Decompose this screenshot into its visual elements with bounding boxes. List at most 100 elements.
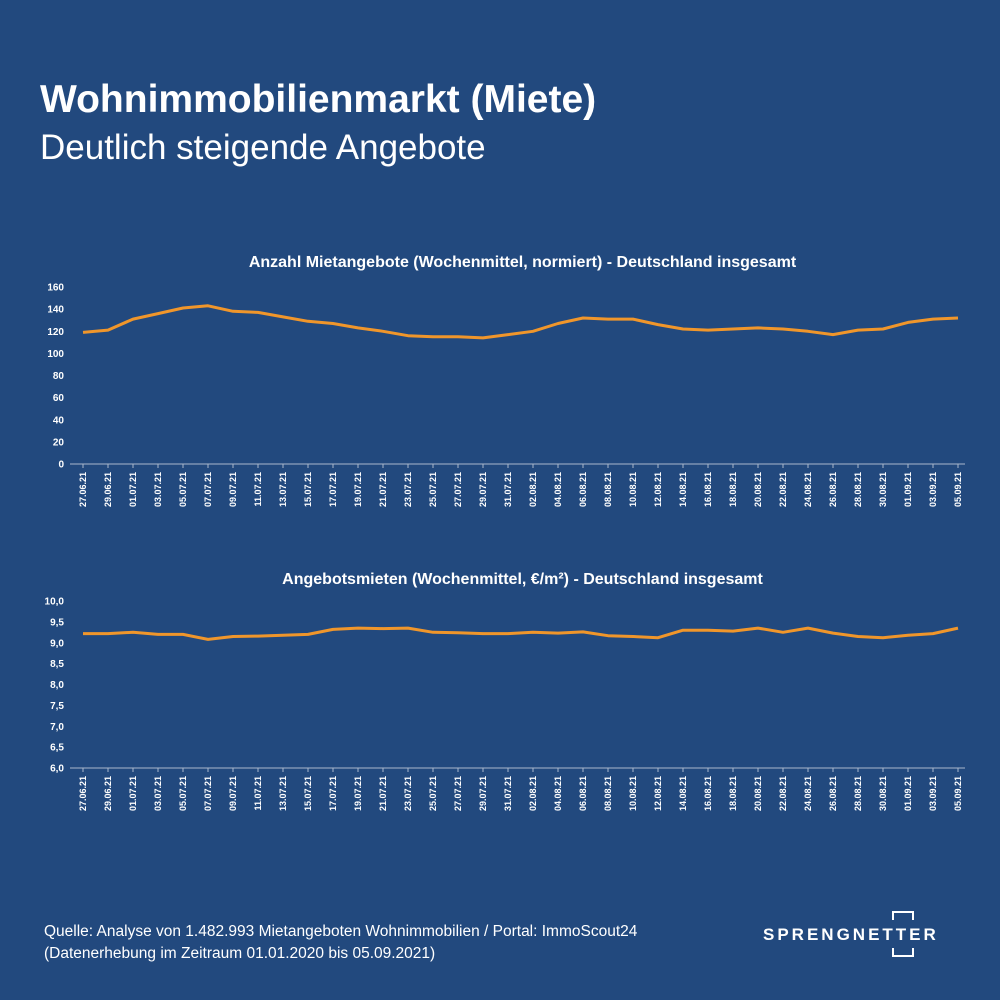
x-tick-label: 23.07.21 bbox=[403, 776, 413, 811]
logo-bracket bbox=[892, 948, 914, 957]
x-tick-label: 03.07.21 bbox=[153, 776, 163, 811]
y-tick-label: 140 bbox=[47, 305, 64, 316]
x-tick-label: 14.08.21 bbox=[678, 776, 688, 811]
x-tick-label: 03.07.21 bbox=[153, 472, 163, 507]
source: Quelle: Analyse von 1.482.993 Mietangebo… bbox=[44, 923, 638, 940]
y-tick-label: 9,0 bbox=[50, 638, 64, 649]
x-tick-label: 15.07.21 bbox=[303, 776, 313, 811]
x-tick-label: 06.08.21 bbox=[578, 776, 588, 811]
logo: SPRENGNETTER bbox=[763, 925, 939, 944]
y-tick-label: 8,0 bbox=[50, 680, 64, 691]
x-tick-label: 01.09.21 bbox=[903, 776, 913, 811]
y-tick-label: 7,5 bbox=[50, 701, 64, 712]
x-tick-label: 20.08.21 bbox=[753, 776, 763, 811]
x-tick-label: 10.08.21 bbox=[628, 472, 638, 507]
y-tick-label: 100 bbox=[47, 349, 64, 360]
x-tick-label: 12.08.21 bbox=[653, 776, 663, 811]
x-tick-label: 02.08.21 bbox=[528, 776, 538, 811]
x-tick-label: 04.08.21 bbox=[553, 776, 563, 811]
x-tick-label: 08.08.21 bbox=[603, 776, 613, 811]
x-tick-label: 01.07.21 bbox=[128, 472, 138, 507]
x-tick-label: 27.06.21 bbox=[78, 776, 88, 811]
x-tick-label: 30.08.21 bbox=[878, 776, 888, 811]
x-tick-label: 15.07.21 bbox=[303, 472, 313, 507]
x-tick-label: 16.08.21 bbox=[703, 472, 713, 507]
x-tick-label: 26.08.21 bbox=[828, 472, 838, 507]
x-tick-label: 14.08.21 bbox=[678, 472, 688, 507]
x-tick-label: 18.08.21 bbox=[728, 776, 738, 811]
x-tick-label: 31.07.21 bbox=[503, 776, 513, 811]
x-tick-label: 25.07.21 bbox=[428, 472, 438, 507]
x-tick-label: 13.07.21 bbox=[278, 776, 288, 811]
x-tick-label: 05.09.21 bbox=[953, 776, 963, 811]
x-tick-label: 03.09.21 bbox=[928, 472, 938, 507]
y-tick-label: 60 bbox=[53, 393, 65, 404]
x-tick-label: 27.06.21 bbox=[78, 472, 88, 507]
chart-title: Anzahl Mietangebote (Wochenmittel, normi… bbox=[249, 254, 797, 271]
x-tick-label: 09.07.21 bbox=[228, 472, 238, 507]
x-tick-label: 27.07.21 bbox=[453, 776, 463, 811]
y-tick-label: 6,5 bbox=[50, 743, 64, 754]
y-tick-label: 20 bbox=[53, 437, 65, 448]
y-tick-label: 0 bbox=[58, 460, 64, 471]
x-tick-label: 27.07.21 bbox=[453, 472, 463, 507]
x-tick-label: 10.08.21 bbox=[628, 776, 638, 811]
x-tick-label: 02.08.21 bbox=[528, 472, 538, 507]
x-tick-label: 25.07.21 bbox=[428, 776, 438, 811]
x-tick-label: 31.07.21 bbox=[503, 472, 513, 507]
line bbox=[82, 304, 959, 340]
x-tick-label: 05.07.21 bbox=[178, 776, 188, 811]
chart-title: Angebotsmieten (Wochenmittel, €/m²) - De… bbox=[282, 571, 763, 588]
x-tick-label: 28.08.21 bbox=[853, 472, 863, 507]
x-tick-label: 22.08.21 bbox=[778, 472, 788, 507]
y-tick-label: 80 bbox=[53, 371, 65, 382]
x-tick-label: 24.08.21 bbox=[803, 776, 813, 811]
x-tick-label: 23.07.21 bbox=[403, 472, 413, 507]
x-tick-label: 29.06.21 bbox=[103, 776, 113, 811]
line bbox=[83, 626, 959, 641]
title: Wohnimmobilienmarkt (Miete) bbox=[40, 78, 596, 121]
x-tick-label: 17.07.21 bbox=[328, 472, 338, 507]
y-tick-label: 8,5 bbox=[50, 659, 64, 670]
x-tick-label: 05.07.21 bbox=[178, 472, 188, 507]
x-tick-label: 29.06.21 bbox=[103, 472, 113, 507]
x-tick-label: 30.08.21 bbox=[878, 472, 888, 507]
y-tick-label: 120 bbox=[47, 327, 64, 338]
x-tick-label: 11.07.21 bbox=[253, 472, 263, 507]
x-tick-label: 22.08.21 bbox=[778, 776, 788, 811]
y-tick-label: 160 bbox=[47, 283, 64, 294]
x-tick-label: 07.07.21 bbox=[203, 776, 213, 811]
x-tick-label: 28.08.21 bbox=[853, 776, 863, 811]
x-tick-label: 05.09.21 bbox=[953, 472, 963, 507]
x-tick-label: 13.07.21 bbox=[278, 472, 288, 507]
x-tick-label: 07.07.21 bbox=[203, 472, 213, 507]
x-tick-label: 24.08.21 bbox=[803, 472, 813, 507]
x-tick-label: 17.07.21 bbox=[328, 776, 338, 811]
x-tick-label: 29.07.21 bbox=[478, 472, 488, 507]
x-tick-label: 16.08.21 bbox=[703, 776, 713, 811]
x-tick-label: 06.08.21 bbox=[578, 472, 588, 507]
x-tick-label: 20.08.21 bbox=[753, 472, 763, 507]
y-tick-label: 40 bbox=[53, 415, 65, 426]
x-tick-label: 01.07.21 bbox=[128, 776, 138, 811]
x-tick-label: 29.07.21 bbox=[478, 776, 488, 811]
x-tick-label: 09.07.21 bbox=[228, 776, 238, 811]
x-tick-label: 21.07.21 bbox=[378, 776, 388, 811]
period: (Datenerhebung im Zeitraum 01.01.2020 bi… bbox=[44, 945, 435, 962]
logo-bracket bbox=[892, 911, 914, 920]
x-tick-label: 08.08.21 bbox=[603, 472, 613, 507]
x-tick-label: 01.09.21 bbox=[903, 472, 913, 507]
x-tick-label: 19.07.21 bbox=[353, 472, 363, 507]
subtitle: Deutlich steigende Angebote bbox=[40, 128, 486, 167]
y-tick-label: 7,0 bbox=[50, 722, 64, 733]
x-tick-label: 12.08.21 bbox=[653, 472, 663, 507]
x-tick-label: 21.07.21 bbox=[378, 472, 388, 507]
y-tick-label: 6,0 bbox=[50, 764, 64, 775]
x-tick-label: 03.09.21 bbox=[928, 776, 938, 811]
x-tick-label: 11.07.21 bbox=[253, 776, 263, 811]
x-tick-label: 19.07.21 bbox=[353, 776, 363, 811]
y-tick-label: 10,0 bbox=[45, 597, 65, 608]
x-tick-label: 04.08.21 bbox=[553, 472, 563, 507]
